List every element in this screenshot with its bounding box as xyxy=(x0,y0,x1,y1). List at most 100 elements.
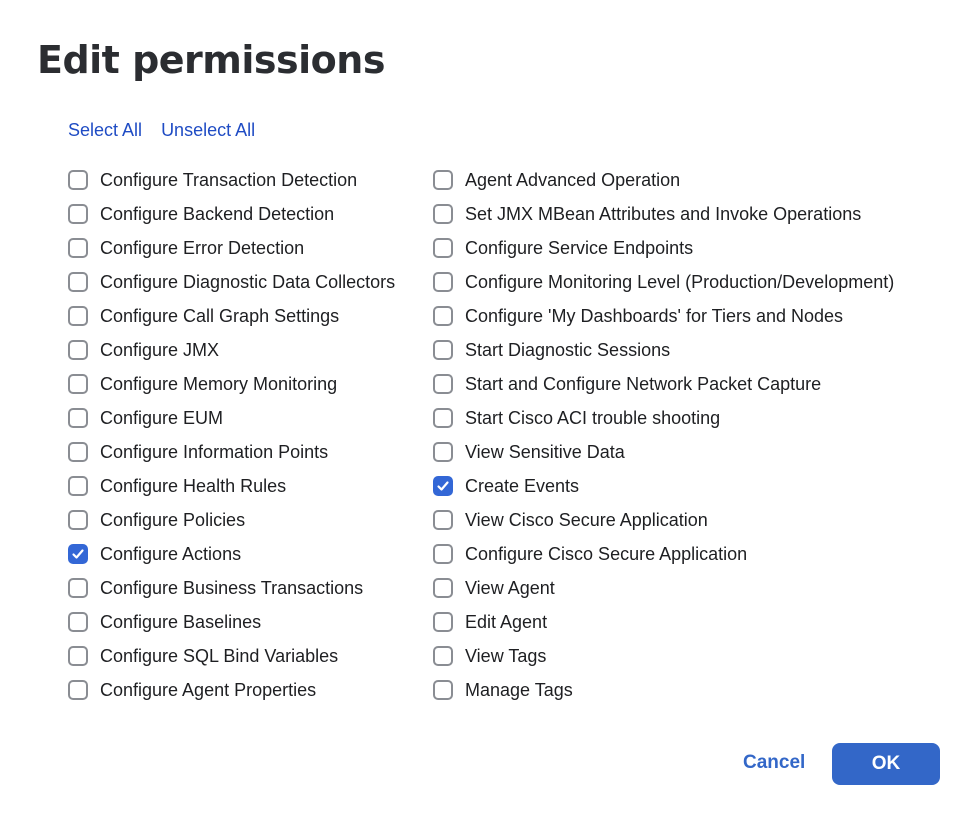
checkbox[interactable] xyxy=(68,442,88,462)
checkbox-checked[interactable] xyxy=(68,544,88,564)
permission-item[interactable]: Start Diagnostic Sessions xyxy=(433,333,894,367)
permission-item[interactable]: Set JMX MBean Attributes and Invoke Oper… xyxy=(433,197,894,231)
permission-label: Start and Configure Network Packet Captu… xyxy=(465,373,822,394)
checkbox[interactable] xyxy=(68,204,88,224)
checkbox[interactable] xyxy=(433,374,453,394)
checkbox[interactable] xyxy=(68,306,88,326)
permission-item[interactable]: Configure JMX xyxy=(68,333,395,367)
permission-item[interactable]: Configure Cisco Secure Application xyxy=(433,537,894,571)
permission-item[interactable]: Configure Call Graph Settings xyxy=(68,299,395,333)
checkbox[interactable] xyxy=(433,612,453,632)
select-all-link[interactable]: Select All xyxy=(68,120,143,140)
checkbox[interactable] xyxy=(433,306,453,326)
permission-item[interactable]: Configure Policies xyxy=(68,503,395,537)
permission-label: Configure Monitoring Level (Production/D… xyxy=(465,271,895,292)
checkbox[interactable] xyxy=(433,646,453,666)
permission-item[interactable]: Agent Advanced Operation xyxy=(433,163,894,197)
permission-label: Configure Policies xyxy=(100,509,246,530)
checkbox[interactable] xyxy=(433,408,453,428)
checkmark-icon xyxy=(72,549,84,559)
permission-item[interactable]: View Sensitive Data xyxy=(433,435,894,469)
permission-label: Edit Agent xyxy=(465,611,548,632)
permission-label: Start Diagnostic Sessions xyxy=(465,339,671,360)
checkbox[interactable] xyxy=(433,340,453,360)
permission-item[interactable]: View Tags xyxy=(433,639,894,673)
permission-item[interactable]: Manage Tags xyxy=(433,673,894,707)
permission-label: Configure Cisco Secure Application xyxy=(465,543,748,564)
checkbox[interactable] xyxy=(68,170,88,190)
permission-item[interactable]: Configure Health Rules xyxy=(68,469,395,503)
permission-item[interactable]: Edit Agent xyxy=(433,605,894,639)
permission-label: Configure Transaction Detection xyxy=(100,169,358,190)
permission-item[interactable]: Configure Actions xyxy=(68,537,395,571)
permissions-column-2: Agent Advanced Operation Set JMX MBean At… xyxy=(433,163,894,707)
permission-item[interactable]: Configure Baselines xyxy=(68,605,395,639)
permission-item[interactable]: Configure Backend Detection xyxy=(68,197,395,231)
permission-item[interactable]: Configure Service Endpoints xyxy=(433,231,894,265)
unselect-all-link[interactable]: Unselect All xyxy=(161,120,256,140)
permission-item[interactable]: Configure Agent Properties xyxy=(68,673,395,707)
permission-item[interactable]: Configure 'My Dashboards' for Tiers and … xyxy=(433,299,894,333)
checkbox[interactable] xyxy=(68,272,88,292)
checkbox[interactable] xyxy=(433,204,453,224)
permission-label: Create Events xyxy=(465,475,580,496)
permission-item[interactable]: Configure Monitoring Level (Production/D… xyxy=(433,265,894,299)
permission-item[interactable]: Create Events xyxy=(433,469,894,503)
checkbox[interactable] xyxy=(68,340,88,360)
cancel-button[interactable]: Cancel xyxy=(743,752,806,773)
permission-label: Configure Health Rules xyxy=(100,475,287,496)
permission-label: Configure Service Endpoints xyxy=(465,237,694,258)
checkbox[interactable] xyxy=(433,442,453,462)
permission-label: Configure Backend Detection xyxy=(100,203,335,224)
permission-item[interactable]: Configure Business Transactions xyxy=(68,571,395,605)
permission-label: View Agent xyxy=(465,577,555,598)
permission-item[interactable]: Configure Transaction Detection xyxy=(68,163,395,197)
permission-label: Configure Actions xyxy=(100,543,242,564)
permission-item[interactable]: Configure SQL Bind Variables xyxy=(68,639,395,673)
checkbox[interactable] xyxy=(433,578,453,598)
permission-label: Configure Memory Monitoring xyxy=(100,373,338,394)
checkbox[interactable] xyxy=(433,272,453,292)
permission-label: Configure EUM xyxy=(100,407,224,428)
permission-label: Configure Diagnostic Data Collectors xyxy=(100,271,396,292)
checkbox[interactable] xyxy=(433,680,453,700)
checkbox[interactable] xyxy=(68,612,88,632)
checkbox[interactable] xyxy=(68,646,88,666)
permission-label: Configure Error Detection xyxy=(100,237,305,258)
checkbox[interactable] xyxy=(433,170,453,190)
checkbox[interactable] xyxy=(433,510,453,530)
permission-item[interactable]: Start Cisco ACI trouble shooting xyxy=(433,401,894,435)
permission-item[interactable]: Configure Error Detection xyxy=(68,231,395,265)
ok-button[interactable]: OK xyxy=(832,743,940,785)
checkbox[interactable] xyxy=(68,578,88,598)
permission-item[interactable]: View Agent xyxy=(433,571,894,605)
checkmark-icon xyxy=(437,481,449,491)
permission-label: Configure Baselines xyxy=(100,611,262,632)
permission-label: Configure Business Transactions xyxy=(100,577,364,598)
permission-item[interactable]: Start and Configure Network Packet Captu… xyxy=(433,367,894,401)
checkbox[interactable] xyxy=(68,680,88,700)
permission-item[interactable]: Configure Information Points xyxy=(68,435,395,469)
permission-item[interactable]: View Cisco Secure Application xyxy=(433,503,894,537)
checkbox[interactable] xyxy=(433,544,453,564)
checkbox[interactable] xyxy=(68,238,88,258)
permission-item[interactable]: Configure Diagnostic Data Collectors xyxy=(68,265,395,299)
permission-label: Configure 'My Dashboards' for Tiers and … xyxy=(465,305,844,326)
permission-label: Set JMX MBean Attributes and Invoke Oper… xyxy=(465,203,862,224)
permission-label: Configure Agent Properties xyxy=(100,679,317,700)
permission-item[interactable]: Configure Memory Monitoring xyxy=(68,367,395,401)
checkbox[interactable] xyxy=(68,476,88,496)
checkbox[interactable] xyxy=(433,238,453,258)
permission-label: Configure Call Graph Settings xyxy=(100,305,340,326)
permission-label: Start Cisco ACI trouble shooting xyxy=(465,407,721,428)
checkbox[interactable] xyxy=(68,408,88,428)
dialog-title: Edit permissions xyxy=(37,38,385,82)
permission-label: Agent Advanced Operation xyxy=(465,169,681,190)
checkbox[interactable] xyxy=(68,374,88,394)
checkbox[interactable] xyxy=(68,510,88,530)
checkbox-checked[interactable] xyxy=(433,476,453,496)
permission-item[interactable]: Configure EUM xyxy=(68,401,395,435)
permission-label: Manage Tags xyxy=(465,679,573,700)
permission-label: View Sensitive Data xyxy=(465,441,625,462)
